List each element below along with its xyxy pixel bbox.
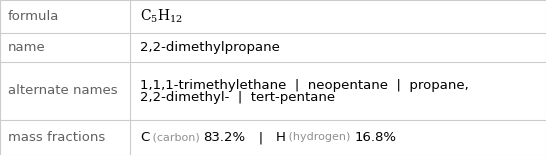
Text: 2,2-dimethyl-  |  tert-pentane: 2,2-dimethyl- | tert-pentane <box>140 91 335 104</box>
Text: C: C <box>140 131 149 144</box>
Text: |: | <box>246 131 276 144</box>
Text: (carbon): (carbon) <box>149 133 204 142</box>
Text: 83.2%: 83.2% <box>204 131 246 144</box>
Text: name: name <box>8 41 46 54</box>
Text: 2,2-dimethylpropane: 2,2-dimethylpropane <box>140 41 280 54</box>
Text: 16.8%: 16.8% <box>354 131 396 144</box>
Text: H: H <box>276 131 286 144</box>
Text: 1,1,1-trimethylethane  |  neopentane  |  propane,: 1,1,1-trimethylethane | neopentane | pro… <box>140 78 469 91</box>
Text: mass fractions: mass fractions <box>8 131 105 144</box>
Text: (hydrogen): (hydrogen) <box>286 133 354 142</box>
Text: alternate names: alternate names <box>8 84 117 97</box>
Text: $\mathregular{C_5H_{12}}$: $\mathregular{C_5H_{12}}$ <box>140 8 183 25</box>
Text: formula: formula <box>8 10 60 23</box>
